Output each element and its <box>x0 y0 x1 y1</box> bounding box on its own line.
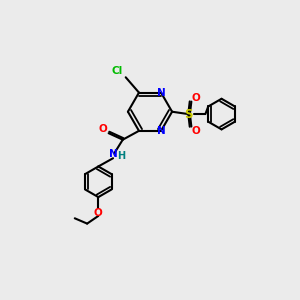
Text: O: O <box>99 124 108 134</box>
Text: N: N <box>157 88 165 98</box>
Text: N: N <box>157 126 165 136</box>
Text: H: H <box>117 152 125 161</box>
Text: O: O <box>192 126 201 136</box>
Text: O: O <box>94 208 103 218</box>
Text: N: N <box>109 149 117 159</box>
Text: Cl: Cl <box>112 66 123 76</box>
Text: O: O <box>192 93 201 103</box>
Text: S: S <box>184 108 193 121</box>
